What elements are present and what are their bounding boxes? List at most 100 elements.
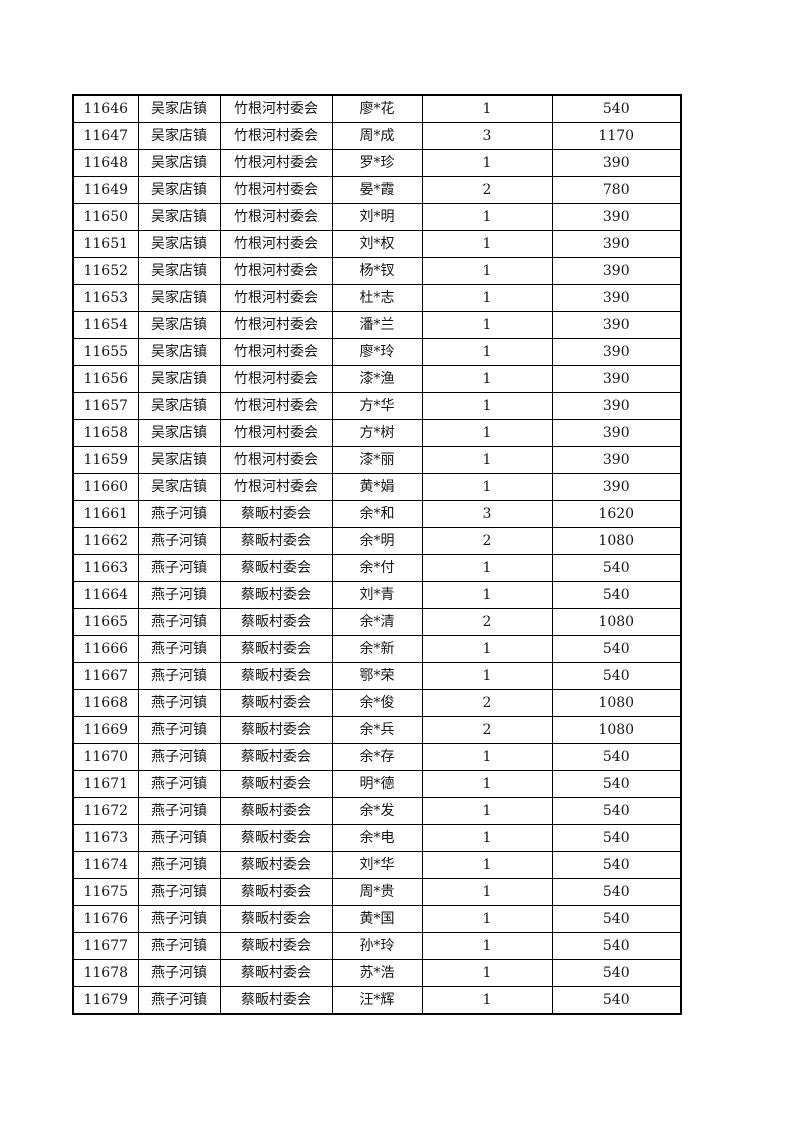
cell-amount: 1080	[551, 608, 682, 636]
cell-village-committee: 蔡畈村委会	[219, 662, 333, 690]
cell-masked-name: 余*兵	[331, 716, 423, 744]
cell-amount: 390	[551, 446, 682, 474]
cell-town: 燕子河镇	[137, 797, 221, 825]
cell-town: 燕子河镇	[137, 851, 221, 879]
cell-village-committee: 竹根河村委会	[219, 392, 333, 420]
cell-village-committee: 蔡畈村委会	[219, 905, 333, 933]
cell-town: 吴家店镇	[137, 230, 221, 258]
cell-amount: 540	[551, 932, 682, 960]
table-row: 11659 吴家店镇 竹根河村委会 漆*丽 1 390	[72, 446, 682, 474]
cell-count: 2	[421, 608, 553, 636]
table-row: 11662 燕子河镇 蔡畈村委会 余*明 2 1080	[72, 527, 682, 555]
cell-amount: 540	[551, 797, 682, 825]
table-row: 11655 吴家店镇 竹根河村委会 廖*玲 1 390	[72, 338, 682, 366]
cell-serial-number: 11666	[72, 635, 139, 663]
table-row: 11653 吴家店镇 竹根河村委会 杜*志 1 390	[72, 284, 682, 312]
cell-count: 1	[421, 446, 553, 474]
cell-masked-name: 罗*珍	[331, 149, 423, 177]
cell-masked-name: 余*和	[331, 500, 423, 528]
cell-village-committee: 竹根河村委会	[219, 94, 333, 123]
cell-town: 燕子河镇	[137, 581, 221, 609]
cell-village-committee: 竹根河村委会	[219, 257, 333, 285]
cell-amount: 540	[551, 554, 682, 582]
cell-count: 1	[421, 797, 553, 825]
cell-amount: 540	[551, 851, 682, 879]
table-row: 11675 燕子河镇 蔡畈村委会 周*贵 1 540	[72, 878, 682, 906]
cell-count: 2	[421, 716, 553, 744]
cell-amount: 540	[551, 94, 682, 123]
cell-amount: 540	[551, 743, 682, 771]
cell-masked-name: 余*发	[331, 797, 423, 825]
table-row: 11668 燕子河镇 蔡畈村委会 余*俊 2 1080	[72, 689, 682, 717]
cell-town: 吴家店镇	[137, 257, 221, 285]
cell-serial-number: 11673	[72, 824, 139, 852]
cell-count: 1	[421, 878, 553, 906]
cell-serial-number: 11654	[72, 311, 139, 339]
cell-amount: 390	[551, 284, 682, 312]
cell-serial-number: 11678	[72, 959, 139, 987]
cell-town: 燕子河镇	[137, 554, 221, 582]
cell-count: 3	[421, 500, 553, 528]
cell-amount: 390	[551, 311, 682, 339]
cell-masked-name: 余*新	[331, 635, 423, 663]
cell-amount: 390	[551, 257, 682, 285]
cell-masked-name: 余*电	[331, 824, 423, 852]
cell-masked-name: 晏*霞	[331, 176, 423, 204]
cell-serial-number: 11674	[72, 851, 139, 879]
table-row: 11661 燕子河镇 蔡畈村委会 余*和 3 1620	[72, 500, 682, 528]
cell-serial-number: 11679	[72, 986, 139, 1015]
table-row: 11664 燕子河镇 蔡畈村委会 刘*青 1 540	[72, 581, 682, 609]
cell-amount: 540	[551, 770, 682, 798]
cell-masked-name: 余*俊	[331, 689, 423, 717]
cell-serial-number: 11670	[72, 743, 139, 771]
cell-count: 1	[421, 770, 553, 798]
cell-count: 1	[421, 311, 553, 339]
table-row: 11656 吴家店镇 竹根河村委会 漆*渔 1 390	[72, 365, 682, 393]
cell-count: 1	[421, 338, 553, 366]
cell-town: 吴家店镇	[137, 122, 221, 150]
cell-town: 吴家店镇	[137, 311, 221, 339]
cell-count: 1	[421, 419, 553, 447]
cell-town: 燕子河镇	[137, 689, 221, 717]
cell-count: 1	[421, 905, 553, 933]
cell-village-committee: 竹根河村委会	[219, 284, 333, 312]
table-body: 11646 吴家店镇 竹根河村委会 廖*花 1 540 11647 吴家店镇 竹根河村委会 周*成…	[72, 94, 682, 1015]
cell-serial-number: 11658	[72, 419, 139, 447]
cell-serial-number: 11662	[72, 527, 139, 555]
cell-town: 燕子河镇	[137, 608, 221, 636]
cell-amount: 540	[551, 581, 682, 609]
cell-serial-number: 11652	[72, 257, 139, 285]
table-row: 11652 吴家店镇 竹根河村委会 杨*钗 1 390	[72, 257, 682, 285]
cell-amount: 390	[551, 338, 682, 366]
cell-masked-name: 黄*娟	[331, 473, 423, 501]
cell-count: 2	[421, 689, 553, 717]
beneficiary-table: 11646 吴家店镇 竹根河村委会 廖*花 1 540 11647 吴家店镇 竹根河村委会 周*成…	[72, 94, 682, 1015]
cell-masked-name: 刘*明	[331, 203, 423, 231]
cell-village-committee: 蔡畈村委会	[219, 797, 333, 825]
cell-masked-name: 廖*玲	[331, 338, 423, 366]
cell-village-committee: 蔡畈村委会	[219, 635, 333, 663]
cell-count: 1	[421, 94, 553, 123]
table-row: 11657 吴家店镇 竹根河村委会 方*华 1 390	[72, 392, 682, 420]
cell-amount: 390	[551, 365, 682, 393]
cell-serial-number: 11668	[72, 689, 139, 717]
table-row: 11671 燕子河镇 蔡畈村委会 明*德 1 540	[72, 770, 682, 798]
cell-masked-name: 明*德	[331, 770, 423, 798]
cell-amount: 540	[551, 986, 682, 1015]
table-row: 11654 吴家店镇 竹根河村委会 潘*兰 1 390	[72, 311, 682, 339]
cell-count: 1	[421, 149, 553, 177]
table-row: 11663 燕子河镇 蔡畈村委会 余*付 1 540	[72, 554, 682, 582]
table-row: 11651 吴家店镇 竹根河村委会 刘*权 1 390	[72, 230, 682, 258]
cell-town: 燕子河镇	[137, 716, 221, 744]
cell-town: 吴家店镇	[137, 392, 221, 420]
cell-count: 1	[421, 824, 553, 852]
cell-town: 吴家店镇	[137, 365, 221, 393]
cell-count: 1	[421, 230, 553, 258]
cell-count: 1	[421, 392, 553, 420]
cell-masked-name: 方*华	[331, 392, 423, 420]
cell-village-committee: 蔡畈村委会	[219, 527, 333, 555]
cell-masked-name: 鄂*荣	[331, 662, 423, 690]
cell-masked-name: 刘*权	[331, 230, 423, 258]
cell-town: 吴家店镇	[137, 176, 221, 204]
cell-town: 燕子河镇	[137, 662, 221, 690]
